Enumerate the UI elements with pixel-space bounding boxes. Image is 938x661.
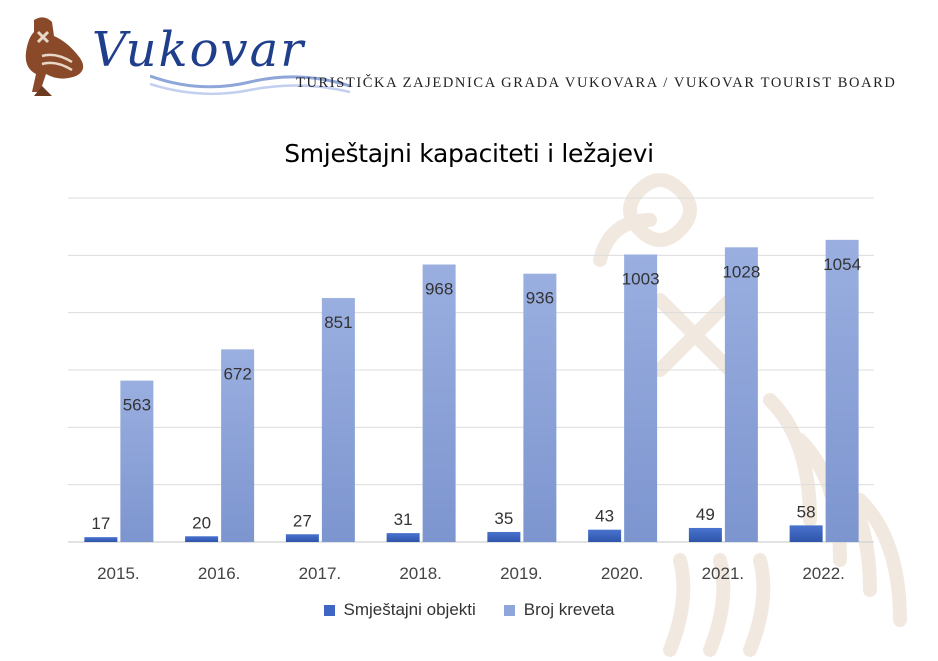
bar-broj-kreveta: [523, 273, 557, 542]
bar-broj-kreveta: [724, 247, 758, 542]
data-label: 31: [394, 510, 413, 529]
data-label: 968: [425, 280, 453, 299]
brand-tagline: TURISTIČKA ZAJEDNICA GRADA VUKOVARA / VU…: [296, 75, 897, 91]
bar-broj-kreveta: [221, 349, 255, 542]
data-label: 936: [526, 289, 554, 308]
data-label: 27: [293, 511, 312, 530]
bar-broj-kreveta: [120, 380, 154, 542]
x-tick-label: 2020.: [601, 564, 644, 583]
data-label: 672: [223, 364, 251, 383]
data-label: 49: [696, 505, 715, 524]
x-tick-label: 2019.: [500, 564, 543, 583]
vucedol-dove-icon: [25, 17, 84, 96]
chart-legend: Smještajni objekti Broj kreveta: [0, 600, 938, 620]
x-tick-label: 2016.: [198, 564, 241, 583]
data-label: 43: [595, 507, 614, 526]
bar-broj-kreveta: [321, 298, 355, 542]
bar-smjestajni-objekti: [487, 531, 521, 542]
bar-smjestajni-objekti: [789, 525, 823, 542]
legend-swatch: [323, 604, 335, 616]
x-tick-label: 2018.: [399, 564, 442, 583]
x-tick-label: 2017.: [299, 564, 342, 583]
data-label: 20: [192, 513, 211, 532]
bar-broj-kreveta: [624, 254, 658, 542]
x-tick-label: 2015.: [97, 564, 140, 583]
data-label: 1054: [823, 255, 861, 274]
bar-broj-kreveta: [422, 264, 456, 542]
bar-smjestajni-objekti: [588, 529, 622, 542]
data-label: 1003: [622, 269, 660, 288]
bar-smjestajni-objekti: [185, 536, 219, 542]
x-tick-label: 2021.: [702, 564, 745, 583]
data-label: 1028: [722, 262, 760, 281]
legend-item: Broj kreveta: [503, 600, 615, 620]
data-label: 851: [324, 313, 352, 332]
header: Vukovar TURISTIČKA ZAJEDNICA GRADA VUKOV…: [0, 0, 938, 110]
x-tick-label: 2022.: [802, 564, 845, 583]
legend-item: Smještajni objekti: [323, 600, 476, 620]
legend-swatch: [503, 604, 515, 616]
chart-title: Smještajni kapaciteti i ležajevi: [284, 139, 654, 168]
data-label: 563: [123, 396, 151, 415]
data-label: 17: [91, 514, 110, 533]
brand-name: Vukovar: [92, 22, 306, 78]
legend-label: Broj kreveta: [523, 600, 615, 619]
data-label: 58: [797, 502, 816, 521]
bar-smjestajni-objekti: [285, 534, 319, 542]
bar-smjestajni-objekti: [688, 527, 722, 542]
brand-wave-icon: [150, 74, 350, 96]
bar-smjestajni-objekti: [386, 533, 420, 542]
data-label: 35: [494, 509, 513, 528]
bar-broj-kreveta: [825, 239, 859, 542]
legend-label: Smještajni objekti: [343, 600, 476, 619]
bar-smjestajni-objekti: [84, 537, 118, 542]
